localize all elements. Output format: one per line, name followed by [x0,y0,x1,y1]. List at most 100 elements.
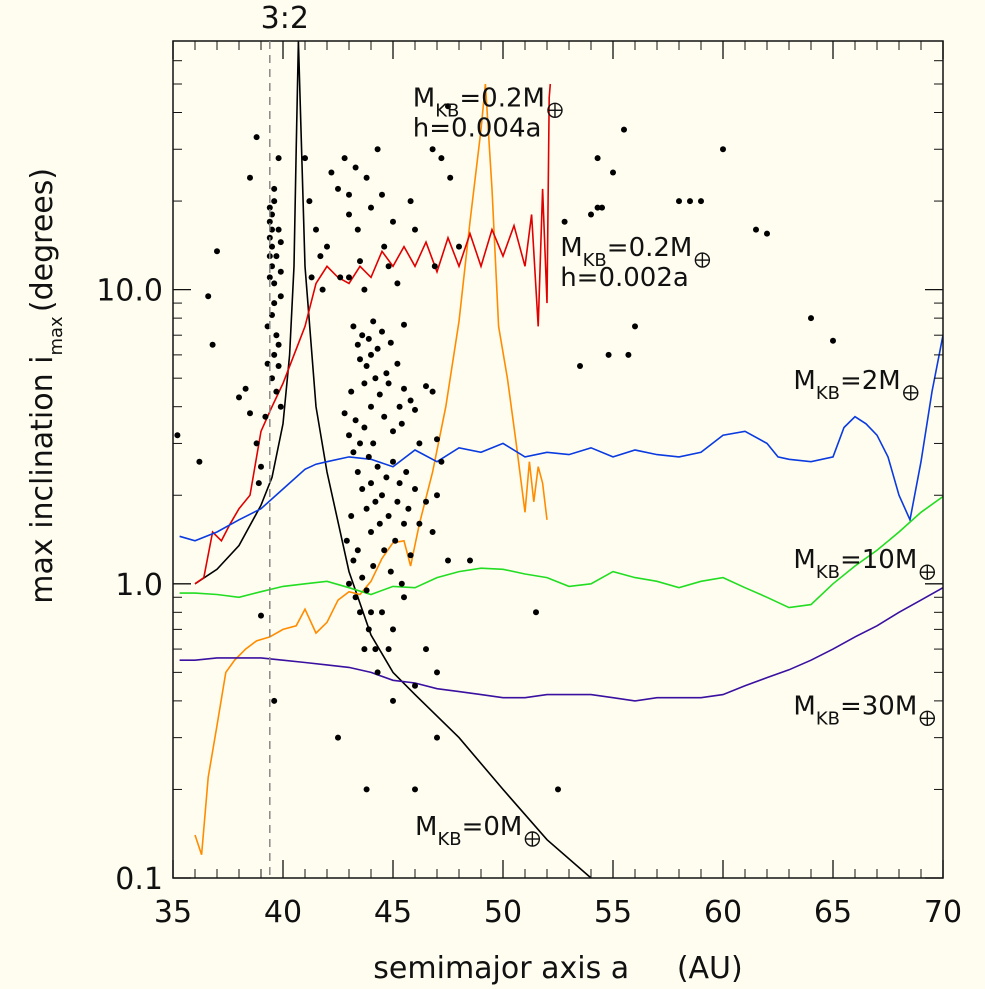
scatter-point [341,410,348,417]
x-tick-label: 70 [924,895,962,930]
scatter-point [407,397,414,404]
y-axis-ticks: 0.1 1.0 10.0 [96,40,943,897]
series-annotation-5: MKB=0M [415,812,541,850]
y-tick-label: 10.0 [96,274,163,309]
scatter-point [317,253,324,260]
scatter-point [266,218,273,225]
scatter-point [390,626,396,633]
scatter-point [625,351,632,358]
scatter-point [405,505,412,512]
scatter-point [271,280,278,287]
scatter-point [394,360,401,367]
series-annotation-4: MKB=30M [793,691,936,729]
series-line-4 [179,495,943,609]
scatter-point [205,293,212,300]
scatter-point [275,155,282,162]
scatter-point [808,315,814,322]
scatter-point [438,458,445,465]
svg-text:max inclination imax: max inclination imax [25,316,67,604]
scatter-point [273,332,280,339]
scatter-point [385,513,392,519]
scatter-point [374,463,381,470]
scatter-point [401,321,407,328]
scatter-point [346,580,352,587]
scatter-point [359,486,366,492]
scatter-point [379,609,385,616]
scatter-point [412,406,418,413]
scatter-point [370,440,377,447]
series-line-0 [194,41,592,878]
scatter-point [533,609,539,616]
scatter-point [753,226,759,233]
scatter-point [368,403,374,410]
scatter-point [423,498,429,505]
scatter-point [348,388,355,395]
scatter-point [385,263,392,270]
series-line-2 [194,83,552,585]
scatter-point [363,174,370,181]
scatter-point [370,318,377,325]
y-axis-label-sub: max [46,316,67,356]
scatter-point [390,458,396,465]
scatter-point [467,557,473,564]
series-line-5 [179,587,943,702]
series-annotation-0: MKB=0.2Mh=0.004a [413,83,563,143]
scatter-point [352,594,359,601]
resonance-label: 3:2 [261,1,309,36]
scatter-point [319,286,326,293]
scatter-point [376,391,383,398]
scatter-point [434,734,440,741]
y-axis-label: max inclination imax [25,316,67,604]
scatter-point [429,388,436,395]
scatter-point [383,474,390,481]
scatter-point [447,174,454,181]
scatter-point [174,432,181,439]
scatter-point [403,469,410,475]
scatter-point [387,568,394,575]
scatter-point [350,557,357,564]
scatter-point [209,341,216,348]
annotation-line1: MKB=10M [793,545,917,583]
scatter-point [434,669,440,676]
scatter-point [271,198,278,205]
scatter-point [594,204,601,211]
annotation-layer: MKB=0.2Mh=0.004aMKB=0.2Mh=0.002aMKB=2MMK… [413,83,936,850]
scatter-point [383,370,390,377]
scatter-point [262,413,269,420]
scatter-point [423,383,429,390]
scatter-point [275,341,282,348]
series-annotation-3: MKB=10M [793,545,936,583]
scatter-point [357,258,363,265]
annotation-line1: MKB=2M [793,366,900,404]
scatter-point [365,453,372,460]
scatter-point [401,594,407,601]
scatter-point [368,204,374,211]
scatter-point [379,191,385,198]
plot-frame [172,40,944,879]
scatter-point [350,323,357,330]
scatter-point [277,239,284,246]
scatter-point [253,440,260,447]
scatter-point [605,351,612,358]
scatter-point [271,351,278,358]
scatter-point [271,300,278,307]
scatter-point [438,155,445,162]
scatter-point [335,185,341,192]
scatter-point [401,385,407,392]
scatter-point [368,480,374,487]
scatter-point [599,204,605,211]
scatter-point [387,339,394,346]
scatter-point [687,198,693,205]
scatter-point [431,263,438,270]
scatter-point [361,380,368,387]
scatter-point [676,198,682,205]
scatter-point [352,164,359,171]
scatter-point [555,786,561,793]
scatter-point [407,552,414,559]
scatter-point [394,498,401,505]
scatter-point [363,505,370,512]
scatter-point [407,198,414,205]
scatter-point [271,185,278,192]
scatter-point [266,274,273,281]
scatter-point [379,328,385,335]
